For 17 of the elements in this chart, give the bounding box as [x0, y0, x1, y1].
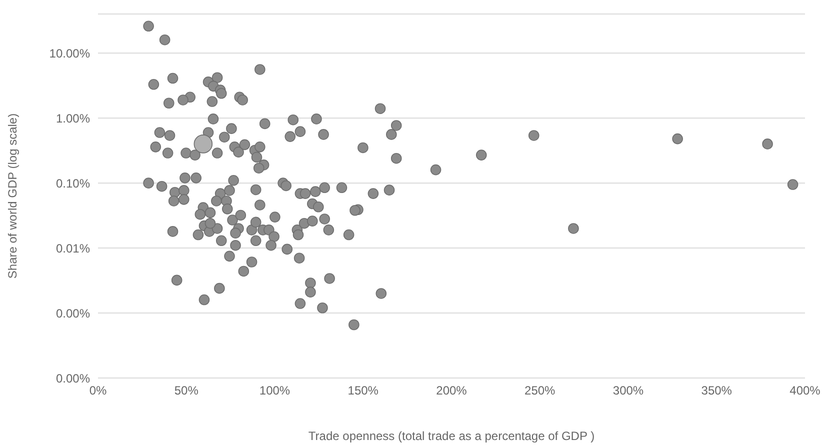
y-tick-label: 0.00%	[56, 371, 90, 386]
y-tick-label: 0.10%	[56, 176, 90, 190]
x-tick-label: 150%	[348, 384, 379, 398]
x-tick-label: 300%	[612, 384, 644, 398]
x-tick-label: 400%	[790, 384, 821, 398]
y-axis-title: Share of world GDP (log scale)	[5, 113, 20, 279]
y-tick-label: 0.00%	[56, 306, 90, 320]
y-tick-label: 10.00%	[49, 46, 90, 60]
y-tick-label: 1.00%	[56, 111, 90, 126]
x-tick-label: 100%	[259, 384, 290, 398]
x-tick-label: 200%	[436, 384, 468, 398]
x-tick-label: 0%	[89, 384, 107, 398]
x-axis-title: Trade openness (total trade as a percentage of GDP )	[308, 429, 595, 443]
x-tick-label: 250%	[524, 384, 556, 398]
x-tick-label: 50%	[174, 384, 199, 398]
y-tick-label: 0.01%	[56, 241, 90, 256]
x-tick-label: 350%	[701, 384, 732, 398]
